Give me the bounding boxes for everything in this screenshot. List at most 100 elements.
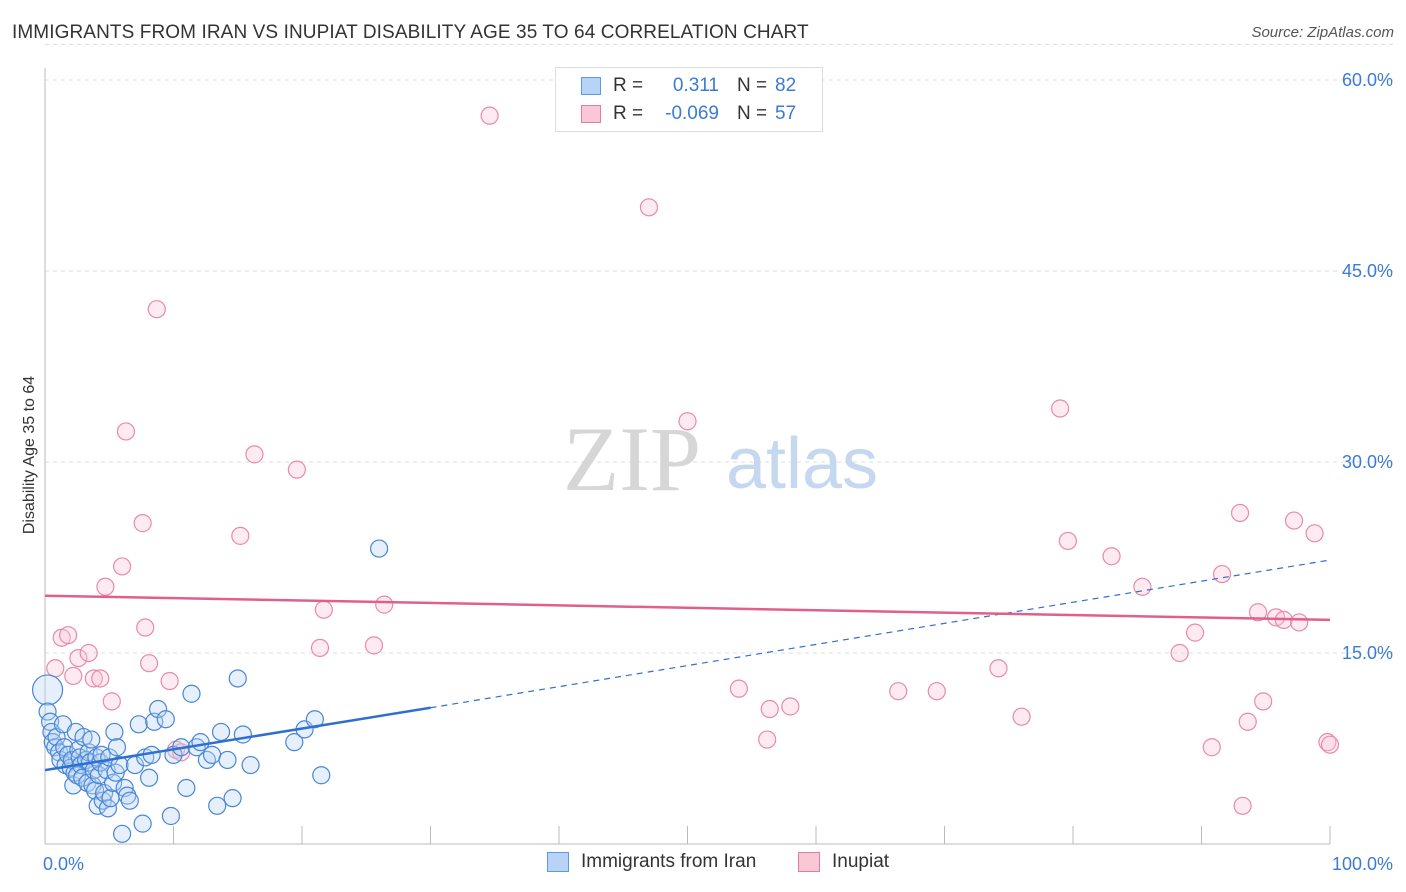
chart-title: IMMIGRANTS FROM IRAN VS INUPIAT DISABILI…: [12, 22, 809, 43]
iran-point: [31, 674, 64, 706]
y-tick-label: 30.0%: [1342, 452, 1393, 472]
iran-point: [110, 755, 129, 775]
inupiat-point: [678, 412, 697, 431]
inupiat-point: [1238, 712, 1257, 731]
inupiat-point: [1133, 577, 1152, 596]
iran-point: [233, 725, 252, 744]
inupiat-point: [112, 557, 132, 576]
iran-point: [107, 738, 127, 757]
legend-row-iran: R = 0.311 N = 82: [581, 72, 796, 100]
inupiat-point: [1320, 735, 1340, 754]
inupiat-point: [231, 526, 250, 545]
inupiat-point: [760, 699, 779, 719]
inupiat-point: [91, 669, 110, 688]
bottom-legend-inupiat: Inupiat: [798, 851, 889, 873]
inupiat-point: [314, 600, 333, 619]
inupiat-point: [1284, 511, 1304, 530]
inupiat-point: [310, 638, 330, 658]
inupiat-point: [116, 422, 136, 441]
inupiat-point: [139, 654, 159, 673]
iran-point: [133, 814, 152, 833]
inupiat-point: [480, 106, 499, 125]
iran-point: [82, 730, 101, 749]
inupiat-point: [364, 636, 384, 655]
legend-n-label: N =: [737, 75, 768, 96]
iran-point: [161, 806, 181, 826]
iran-point: [118, 786, 137, 805]
legend-swatch-inupiat: [581, 105, 601, 123]
inupiat-point: [245, 445, 264, 464]
legend-n-value: 57: [775, 103, 797, 124]
inupiat-point: [989, 659, 1008, 678]
x-tick-label: 0.0%: [43, 854, 84, 874]
inupiat-point: [1051, 399, 1070, 418]
iran-point: [120, 791, 139, 810]
inupiat-point: [1290, 613, 1309, 632]
legend-r-value: 0.311: [672, 75, 719, 96]
bottom-legend-swatch-iran: [547, 852, 569, 872]
iran-point: [211, 722, 231, 742]
iran-point: [197, 750, 217, 770]
iran-point: [208, 796, 227, 815]
inupiat-point: [1170, 643, 1189, 663]
iran-point: [223, 789, 242, 808]
iran-point: [101, 789, 120, 808]
inupiat-point: [375, 595, 394, 614]
iran-trend-extension: [430, 559, 1331, 709]
legend-row-inupiat: R = -0.069 N = 57: [581, 100, 796, 128]
iran-point: [68, 766, 87, 785]
inupiat-point: [1058, 531, 1077, 551]
iran-point: [312, 766, 331, 785]
inupiat-point: [1230, 503, 1250, 523]
bottom-legend-iran: Immigrants from Iran: [547, 851, 756, 873]
inupiat-point: [1185, 623, 1205, 642]
iran-point: [218, 750, 237, 770]
y-tick-label: 45.0%: [1342, 261, 1393, 281]
legend-n-value: 82: [775, 75, 797, 96]
inupiat-point: [927, 682, 946, 701]
inupiat-point: [1254, 692, 1273, 711]
inupiat-point: [781, 697, 800, 716]
iran-point: [370, 539, 389, 558]
iran-point: [228, 669, 247, 688]
inupiat-point: [1233, 796, 1252, 815]
inupiat-point: [64, 666, 83, 686]
iran-point: [202, 745, 222, 764]
iran-point: [241, 755, 260, 775]
trend-lines: [44, 559, 1331, 772]
inupiat-point: [147, 300, 166, 319]
gridlines: [45, 43, 1393, 654]
inupiat-point: [1202, 738, 1221, 757]
inupiat-point: [889, 682, 908, 701]
y-tick-label: 60.0%: [1342, 70, 1393, 90]
bottom-legend-swatch-inupiat: [798, 852, 820, 872]
iran-point: [105, 722, 124, 742]
inupiat-point: [69, 648, 88, 668]
bottom-legend-label-iran: Immigrants from Iran: [581, 851, 757, 872]
legend-n-label: N =: [737, 103, 768, 124]
watermark: ZIP atlas: [563, 408, 878, 510]
iran-point: [148, 699, 168, 719]
inupiat-point: [79, 643, 98, 663]
inupiat-point: [1305, 524, 1324, 543]
bottom-legend-label-inupiat: Inupiat: [832, 851, 890, 872]
inupiat-point: [136, 618, 155, 637]
y-tick-label: 15.0%: [1342, 643, 1393, 663]
inupiat-point: [729, 679, 749, 698]
legend-swatch-iran: [581, 77, 601, 95]
inupiat-point: [1318, 733, 1337, 752]
watermark-zip: ZIP: [563, 408, 701, 510]
iran-trend-line: [44, 706, 431, 772]
legend: R = 0.311 N = 82 R = -0.069 N = 57: [555, 67, 823, 132]
legend-r-value: -0.069: [665, 103, 719, 124]
inupiat-point: [1248, 603, 1268, 622]
iran-point: [112, 824, 132, 843]
source-label: Source: ZipAtlas.com: [1251, 24, 1394, 41]
inupiat-trend-line: [44, 594, 1331, 622]
inupiat-point: [160, 671, 179, 691]
inupiat-point: [46, 659, 65, 678]
inupiat-point: [1012, 707, 1031, 726]
legend-r-label: R =: [613, 103, 644, 124]
iran-point: [285, 733, 304, 752]
iran-point: [129, 715, 148, 734]
